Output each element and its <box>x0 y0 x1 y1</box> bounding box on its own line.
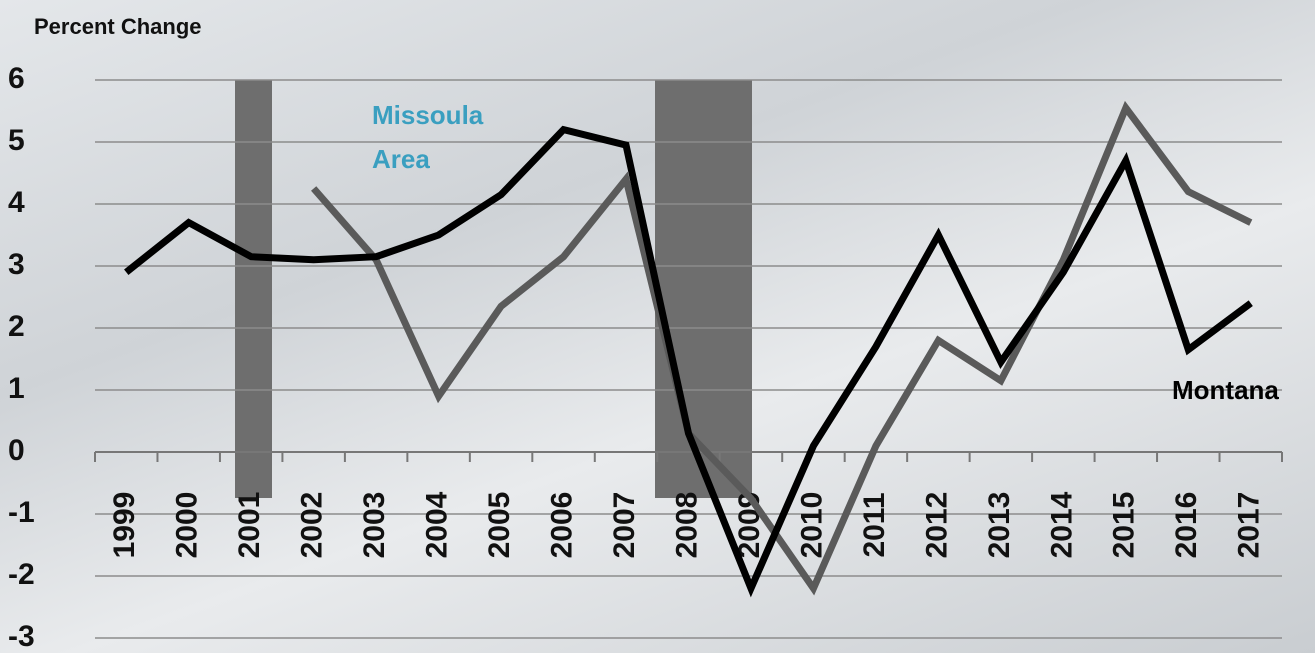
x-tick-label: 2011 <box>858 492 891 557</box>
y-axis-label: Percent Change <box>34 14 202 39</box>
x-tick-label: 2005 <box>483 492 516 559</box>
y-tick-label: -2 <box>8 558 35 591</box>
x-tick-label: 2015 <box>1108 492 1141 559</box>
x-tick-label: 2017 <box>1233 492 1266 559</box>
x-tick-label: 2014 <box>1045 491 1078 558</box>
x-tick-label: 2006 <box>545 492 578 559</box>
y-tick-label: 4 <box>8 186 25 219</box>
x-tick-label: 2000 <box>171 492 204 559</box>
x-tick-label: 2001 <box>233 492 266 559</box>
y-tick-label: 3 <box>8 248 25 281</box>
x-tick-label: 2013 <box>983 492 1016 559</box>
x-tick-label: 2008 <box>670 492 703 559</box>
y-tick-label: 1 <box>8 372 25 405</box>
series-label: Montana <box>1172 375 1279 405</box>
y-tick-label: -1 <box>8 496 35 529</box>
series-line <box>311 100 1253 596</box>
x-tick-label: 2002 <box>296 492 329 559</box>
y-tick-label: 2 <box>8 310 25 343</box>
series-line <box>124 125 1253 598</box>
recession-shade <box>655 80 752 498</box>
y-tick-label: 0 <box>8 434 25 467</box>
series-label: Missoula Area <box>372 100 484 174</box>
x-tick-label: 1999 <box>108 492 141 559</box>
x-tick-label: 2010 <box>795 492 828 559</box>
x-tick-label: 2016 <box>1170 492 1203 559</box>
x-tick-label: 2012 <box>920 492 953 559</box>
y-tick-label: -3 <box>8 620 35 653</box>
x-tick-label: 2004 <box>421 491 454 558</box>
y-tick-label: 5 <box>8 124 25 157</box>
x-tick-label: 2009 <box>733 492 766 559</box>
x-tick-label: 2003 <box>358 492 391 559</box>
y-tick-label: 6 <box>8 62 25 95</box>
recession-shade <box>235 80 272 498</box>
x-tick-label: 2007 <box>608 492 641 559</box>
